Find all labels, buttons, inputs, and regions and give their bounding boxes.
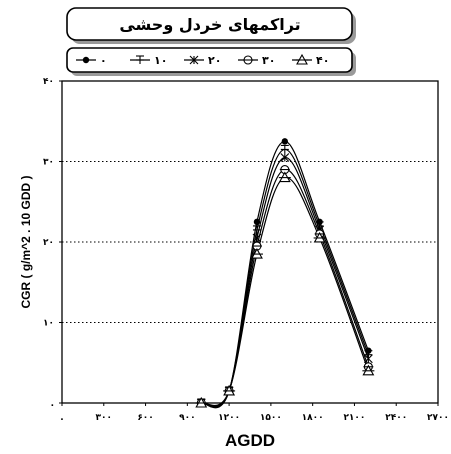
x-tick-label: ۹۰۰ bbox=[179, 413, 195, 423]
data-point bbox=[362, 364, 375, 376]
legend-item: ۳۰ bbox=[238, 54, 275, 67]
x-tick-label: ۳۰۰ bbox=[96, 413, 112, 423]
legend-item: ۴۰ bbox=[292, 53, 329, 67]
data-point bbox=[252, 233, 262, 243]
legend-title-box bbox=[66, 7, 353, 41]
y-tick-label: ۲۰ bbox=[43, 238, 54, 248]
data-point bbox=[278, 171, 291, 183]
legend-label: ۱۰ bbox=[154, 54, 167, 67]
data-point bbox=[195, 396, 208, 408]
legend-label: ۲۰ bbox=[208, 54, 221, 67]
legend-marker bbox=[189, 55, 199, 65]
data-point bbox=[223, 384, 236, 396]
legend-marker bbox=[243, 55, 253, 65]
x-tick-label: ۲۴۰۰ bbox=[385, 413, 407, 423]
legend-label: ۰ bbox=[100, 54, 107, 67]
x-axis-ticks: . ۳۰۰ ۶۰۰ ۹۰۰ ۱۲۰۰ ۱۵۰۰ ۱۸۰۰ ۲۱۰۰ ۲۴۰۰ ۲۷۰۰ bbox=[60, 403, 449, 423]
x-tick-label: ۱۸۰۰ bbox=[302, 413, 324, 423]
data-point bbox=[253, 218, 261, 226]
legend-marker bbox=[82, 56, 90, 64]
legend: تراکمهای خردل وحشی ۰ ۱۰ ۲۰ ۳۰ ۴۰ bbox=[66, 7, 356, 76]
grid bbox=[62, 161, 438, 323]
x-tick-label: . bbox=[60, 413, 63, 423]
legend-item: ۱۰ bbox=[130, 54, 167, 67]
series-markers bbox=[195, 138, 375, 408]
data-point bbox=[281, 138, 289, 145]
legend-label: ۴۰ bbox=[316, 54, 329, 67]
x-tick-label: ۱۵۰۰ bbox=[260, 413, 282, 423]
legend-title: تراکمهای خردل وحشی bbox=[119, 15, 300, 34]
x-tick-label: ۲۷۰۰ bbox=[427, 413, 449, 423]
x-axis-title: AGDD bbox=[225, 431, 275, 450]
legend-items-box bbox=[66, 47, 353, 73]
legend-items: ۰ ۱۰ ۲۰ ۳۰ ۴۰ bbox=[76, 53, 329, 67]
data-point bbox=[252, 225, 261, 234]
legend-label: ۳۰ bbox=[262, 54, 275, 67]
legend-item: ۲۰ bbox=[184, 54, 221, 67]
x-tick-label: ۲۱۰۰ bbox=[343, 413, 365, 423]
y-tick-label: . bbox=[51, 399, 54, 409]
legend-item: ۰ bbox=[76, 54, 107, 67]
x-tick-label: ۶۰۰ bbox=[137, 413, 153, 423]
data-point bbox=[313, 231, 326, 243]
y-tick-label: ۳۰ bbox=[43, 158, 54, 168]
y-tick-label: ۴۰ bbox=[43, 77, 54, 87]
legend-marker bbox=[136, 55, 144, 64]
y-axis-title: CGR ( g/m^2 . 10 GDD ) bbox=[19, 175, 33, 308]
legend-marker bbox=[296, 53, 308, 65]
data-point bbox=[250, 247, 263, 259]
data-point bbox=[363, 354, 373, 364]
data-point bbox=[279, 165, 290, 175]
data-point bbox=[280, 144, 289, 154]
x-tick-label: ۱۲۰۰ bbox=[218, 413, 240, 423]
data-point bbox=[280, 153, 290, 162]
y-axis-ticks: . ۱۰ ۲۰ ۳۰ ۴۰ bbox=[43, 77, 62, 409]
y-tick-label: ۱۰ bbox=[43, 319, 54, 329]
